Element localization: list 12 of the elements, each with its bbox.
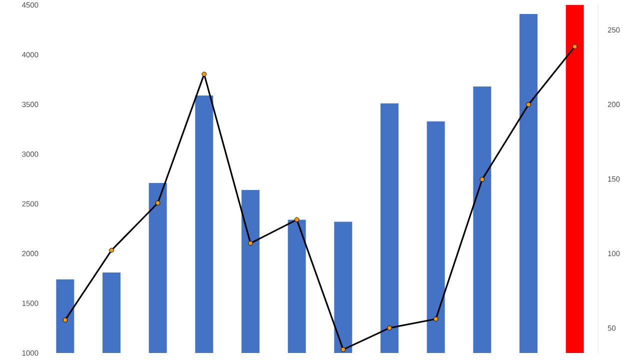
point — [387, 326, 392, 330]
point — [572, 44, 578, 50]
point — [480, 177, 485, 182]
point — [433, 316, 438, 322]
point — [294, 217, 300, 222]
point — [248, 240, 253, 246]
point — [155, 200, 160, 206]
point — [62, 318, 68, 322]
point — [202, 72, 207, 77]
point — [109, 248, 114, 253]
point — [526, 102, 531, 108]
point — [340, 347, 346, 352]
